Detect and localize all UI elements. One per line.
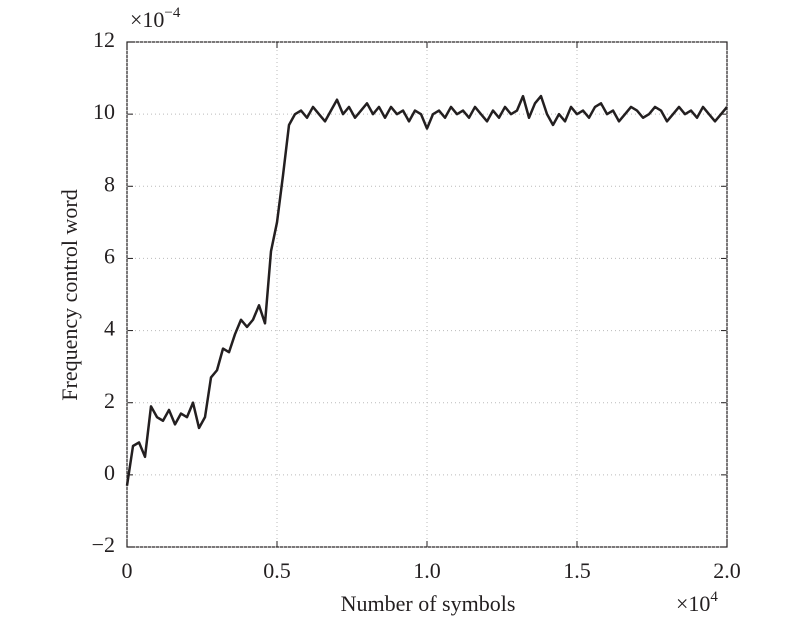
y-axis-label: Frequency control word <box>57 189 82 400</box>
x-tick-label: 2.0 <box>713 558 741 583</box>
y-tick-label: −2 <box>92 532 115 557</box>
y-tick-label: 12 <box>93 27 115 52</box>
y-tick-label: 10 <box>93 99 115 124</box>
y-tick-label: 4 <box>104 316 115 341</box>
y-multiplier-base: ×10 <box>130 7 164 32</box>
y-tick-label: 6 <box>104 243 115 268</box>
x-multiplier-exponent: 4 <box>710 589 718 605</box>
x-axis-label: Number of symbols <box>341 591 516 616</box>
x-tick-label: 1.0 <box>413 558 441 583</box>
x-tick-label: 0 <box>122 558 133 583</box>
x-tick-label: 1.5 <box>563 558 591 583</box>
y-tick-label: 2 <box>104 388 115 413</box>
y-tick-label: 8 <box>104 171 115 196</box>
y-tick-label: 0 <box>104 460 115 485</box>
data-line <box>125 94 728 486</box>
x-multiplier-base: ×10 <box>676 591 710 616</box>
y-multiplier-exponent: −4 <box>164 5 180 21</box>
y-multiplier: ×10−4 <box>130 5 181 32</box>
x-multiplier: ×104 <box>676 589 718 616</box>
x-tick-label: 0.5 <box>263 558 291 583</box>
